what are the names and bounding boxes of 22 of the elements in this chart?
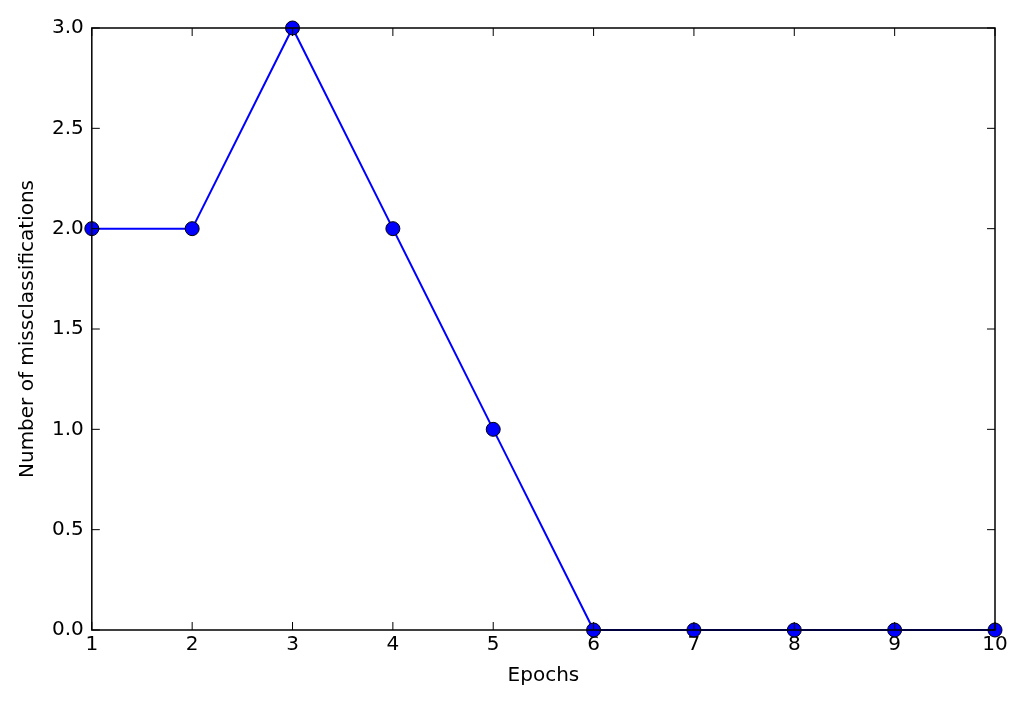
y-axis-title: Number of missclassifications <box>14 180 39 478</box>
y-tick-label: 0.5 <box>51 515 84 540</box>
x-tick-label: 9 <box>888 631 902 656</box>
x-tick-label: 6 <box>587 631 600 656</box>
y-tick-label: 1.5 <box>51 315 84 340</box>
x-tick-label: 7 <box>687 631 701 656</box>
x-tick-label: 5 <box>486 631 500 656</box>
x-axis-title: Epochs <box>507 662 580 687</box>
x-tick-label: 1 <box>85 631 99 656</box>
point <box>385 221 401 237</box>
x-tick-label: 4 <box>386 631 400 656</box>
x-tick-label: 2 <box>185 631 199 656</box>
y-tick-label: 3.0 <box>51 14 84 39</box>
x-tick-label: 8 <box>787 631 801 656</box>
y-tick-label: 0.0 <box>51 616 84 641</box>
y-tick-label: 2.0 <box>51 214 84 239</box>
x-tick-label: 10 <box>982 631 1008 656</box>
y-tick-label: 1.0 <box>51 415 84 440</box>
y-tick-label: 2.5 <box>51 114 84 139</box>
x-tick-label: 3 <box>286 631 299 656</box>
point <box>485 421 501 437</box>
point <box>184 221 200 237</box>
